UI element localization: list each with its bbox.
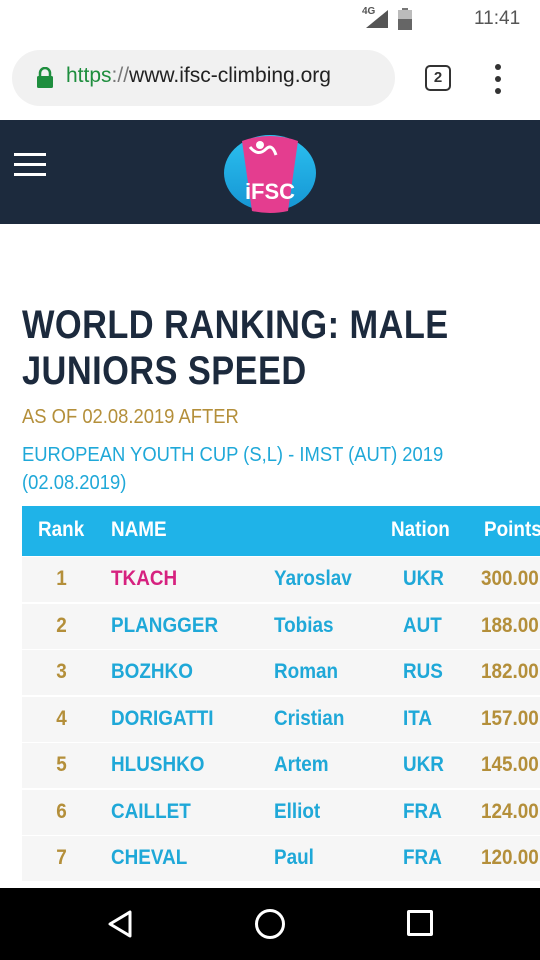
last-name-cell[interactable]: HLUSHKO [111,753,205,776]
nation-cell: FRA [403,799,442,823]
header-points[interactable]: Points [484,518,540,541]
table-row[interactable]: 2 PLANGGER Tobias AUT 188.00 [22,603,540,650]
header-rank[interactable]: Rank [38,518,85,541]
header-name[interactable]: NAME [111,518,167,541]
url-scheme: https [66,64,112,87]
back-icon[interactable] [107,910,133,938]
last-name-cell[interactable]: DORIGATTI [111,706,214,730]
rank-cell: 6 [56,799,67,823]
rank-cell: 7 [56,846,67,869]
last-name-cell[interactable]: BOZHKO [111,660,193,683]
ranking-date: AS OF 02.08.2019 AFTER [22,406,239,428]
url-host: www.ifsc-climbing.org [129,64,331,87]
last-name-cell[interactable]: CHEVAL [111,846,188,869]
url-text[interactable]: https://www.ifsc-climbing.org [66,64,391,88]
points-cell: 300.00 [481,567,539,590]
first-name-cell[interactable]: Yaroslav [274,567,352,590]
network-type: 4G [362,6,376,17]
nation-cell: UKR [403,567,444,590]
recents-icon[interactable] [407,910,433,936]
first-name-cell[interactable]: Elliot [274,799,321,823]
logo-text: iFSC [245,179,295,204]
header-nation[interactable]: Nation [391,518,450,541]
hamburger-menu-icon[interactable] [14,153,46,177]
nation-cell: AUT [403,613,442,637]
last-name-cell[interactable]: TKACH [111,567,178,590]
address-bar[interactable]: https://www.ifsc-climbing.org [12,50,395,106]
last-name-cell[interactable]: CAILLET [111,799,191,823]
table-row[interactable]: 4 DORIGATTI Cristian ITA 157.00 [22,696,540,743]
points-cell: 145.00 [481,753,539,776]
tab-switcher-button[interactable]: 2 [425,65,451,91]
clock: 11:41 [474,8,521,29]
rank-cell: 2 [56,613,67,637]
table-row[interactable]: 3 BOZHKO Roman RUS 182.00 [22,650,540,696]
url-separator: :// [111,64,130,87]
table-row[interactable]: 7 CHEVAL Paul FRA 120.00 [22,836,540,882]
signal-icon [366,10,388,28]
ranking-table: Rank NAME Nation Points 1 TKACH Yaroslav UK… [22,506,540,888]
first-name-cell[interactable]: Roman [274,660,339,683]
table-header: Rank NAME Nation Points [22,506,540,556]
rank-cell: 3 [56,660,67,683]
points-cell: 157.00 [481,706,539,730]
first-name-cell[interactable]: Artem [274,753,329,776]
points-cell: 182.00 [481,660,539,683]
first-name-cell[interactable]: Paul [274,846,314,869]
rank-cell: 5 [56,753,67,776]
nation-cell: FRA [403,846,442,869]
first-name-cell[interactable]: Cristian [274,706,345,730]
page-title: WORLD RANKING: MALE JUNIORS SPEED [22,303,449,393]
event-link[interactable]: EUROPEAN YOUTH CUP (S,L) - IMST (AUT) 20… [22,444,444,494]
system-nav-bar [0,888,540,960]
overflow-menu-icon[interactable] [490,64,506,94]
table-row[interactable]: 6 CAILLET Elliot FRA 124.00 [22,789,540,836]
points-cell: 188.00 [481,613,539,637]
home-icon[interactable] [255,909,285,939]
points-cell: 124.00 [481,799,539,823]
nation-cell: UKR [403,753,444,776]
points-cell: 120.00 [481,846,539,869]
rank-cell: 4 [56,706,67,730]
battery-icon [398,8,412,30]
status-bar: 4G 11:41 [0,0,540,40]
ifsc-logo[interactable]: iFSC [222,133,318,213]
table-row[interactable]: 1 TKACH Yaroslav UKR 300.00 [22,557,540,603]
nation-cell: ITA [403,706,433,730]
rank-cell: 1 [56,567,67,590]
nation-cell: RUS [403,660,443,683]
first-name-cell[interactable]: Tobias [274,613,334,637]
table-row[interactable]: 5 HLUSHKO Artem UKR 145.00 [22,743,540,789]
lock-icon [37,67,53,88]
last-name-cell[interactable]: PLANGGER [111,613,219,637]
